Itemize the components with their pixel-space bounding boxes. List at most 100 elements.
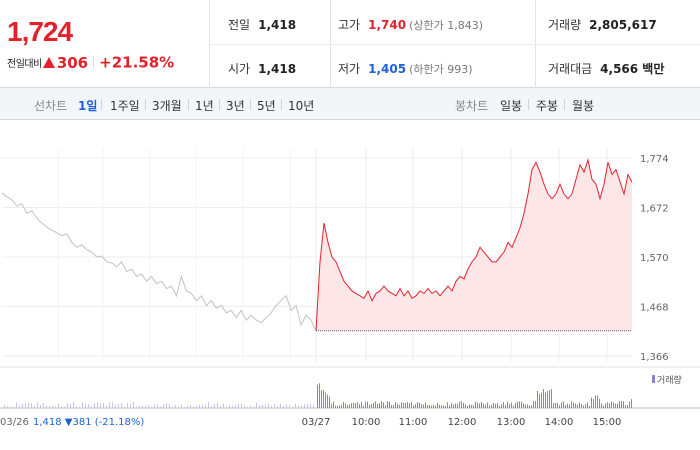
volume-bar	[417, 402, 418, 408]
volume-bar	[163, 404, 164, 408]
volume-bar	[507, 401, 508, 408]
chart-period-tabs: 선차트 1일 1주일 3개월 1년 3년 5년 10년 봉차트 일봉 주봉 월봉	[0, 88, 700, 120]
volume-bar	[533, 401, 534, 408]
volume-bar	[431, 405, 432, 408]
x-tick-label: 14:00	[545, 417, 574, 428]
volume-bar	[103, 402, 104, 408]
volume-bar	[585, 404, 586, 408]
volume-bar	[383, 402, 384, 408]
volume-bar	[274, 404, 275, 408]
volume-bar	[154, 404, 155, 408]
volume-bar	[501, 403, 502, 408]
volume-bar	[485, 404, 486, 408]
stat-value: 1,418	[258, 62, 297, 76]
change-separator	[93, 56, 95, 69]
x-tick-label: 12:00	[448, 417, 477, 428]
volume-bar	[268, 403, 269, 408]
volume-bar	[549, 390, 550, 408]
volume-bar	[563, 401, 564, 408]
volume-bar	[211, 405, 212, 408]
current-price: 1,724	[7, 16, 73, 47]
volume-bar	[76, 406, 77, 408]
volume-bar	[559, 405, 560, 408]
volume-bar	[31, 403, 32, 408]
volume-bar	[199, 404, 200, 408]
tab-daily-candle[interactable]: 일봉	[500, 99, 523, 113]
tab-monthly-candle[interactable]: 월봉	[572, 99, 595, 113]
volume-bar	[555, 403, 556, 408]
volume-bar	[295, 403, 296, 408]
volume-bar	[461, 401, 462, 408]
volume-bar	[115, 404, 116, 408]
volume-bar	[214, 404, 215, 408]
volume-bar	[557, 403, 558, 408]
volume-bar	[627, 405, 628, 408]
volume-bar	[365, 401, 366, 408]
volume-bar	[190, 405, 191, 408]
volume-bar	[97, 402, 98, 408]
volume-bar	[82, 402, 83, 408]
tab-10-years[interactable]: 10년	[288, 99, 315, 113]
volume-bar	[223, 403, 224, 408]
volume-bar	[64, 406, 65, 408]
volume-bar	[187, 405, 188, 408]
price-summary: 1,724 전일대비 306 +21.58%	[0, 0, 210, 88]
today-area	[316, 159, 632, 331]
volume-bar	[611, 401, 612, 408]
volume-bar	[441, 405, 442, 408]
volume-bar	[244, 405, 245, 408]
stat-prev-close: 전일 1,418	[228, 16, 296, 33]
x-tick-label: 15:00	[593, 417, 622, 428]
y-tick-label: 1,774	[640, 154, 669, 165]
volume-bar	[389, 401, 390, 408]
volume-bar	[515, 402, 516, 408]
volume-bar	[265, 404, 266, 408]
volume-bar	[331, 404, 332, 408]
tab-separator	[219, 99, 220, 110]
tab-1-year[interactable]: 1년	[195, 99, 214, 113]
volume-bar	[459, 401, 460, 408]
volume-bar	[109, 402, 110, 408]
tab-1-day[interactable]: 1일	[78, 99, 98, 113]
tab-1-week[interactable]: 1주일	[110, 99, 140, 113]
stat-value: 1,418	[258, 18, 297, 32]
volume-bar	[142, 405, 143, 408]
stat-label: 거래대금	[548, 62, 593, 76]
volume-bar	[465, 404, 466, 408]
volume-bar	[94, 403, 95, 408]
volume-bar	[241, 403, 242, 408]
volume-bar	[22, 403, 23, 408]
volume-bar	[455, 403, 456, 408]
tab-separator	[250, 99, 251, 110]
volume-bar	[409, 403, 410, 408]
y-tick-label: 1,468	[640, 303, 669, 314]
volume-bar	[345, 403, 346, 408]
tab-3-months[interactable]: 3개월	[152, 99, 182, 113]
volume-bar	[467, 405, 468, 408]
volume-bar	[499, 405, 500, 408]
volume-bar	[505, 404, 506, 408]
volume-bar	[613, 402, 614, 408]
volume-bar	[337, 405, 338, 408]
volume-bar	[220, 405, 221, 408]
volume-bar	[351, 403, 352, 408]
tab-3-years[interactable]: 3년	[226, 99, 245, 113]
volume-bar	[172, 406, 173, 408]
volume-bar	[497, 403, 498, 408]
stat-amount: 거래대금 4,566 백만	[548, 60, 664, 77]
volume-bar	[405, 403, 406, 408]
volume-bar	[304, 404, 305, 408]
volume-bar	[473, 404, 474, 408]
tab-5-years[interactable]: 5년	[257, 99, 276, 113]
prev-day-info-label: 1,418 ▼381 (-21.18%)	[33, 417, 144, 428]
tab-weekly-candle[interactable]: 주봉	[536, 99, 559, 113]
volume-bar	[4, 405, 5, 408]
volume-bar	[399, 404, 400, 408]
intraday-price-chart[interactable]: 1,774 1,672 1,570 1,468 1,366 거래량 03/26 1,418…	[0, 121, 700, 450]
volume-bar	[407, 402, 408, 408]
volume-bar	[381, 401, 382, 408]
volume-bar	[377, 403, 378, 408]
volume-bar	[286, 404, 287, 408]
volume-bar	[483, 403, 484, 408]
volume-bar	[469, 404, 470, 408]
